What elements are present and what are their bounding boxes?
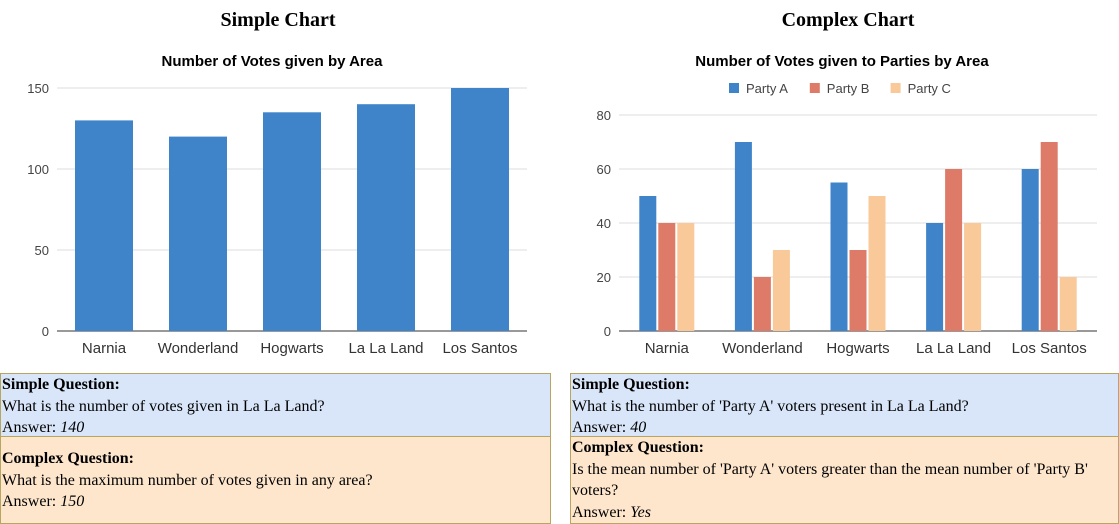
simple-question-box: Simple Question: What is the number of '… bbox=[570, 373, 1119, 437]
answer-value: 40 bbox=[630, 419, 647, 436]
answer-line: Answer: Yes bbox=[572, 502, 1117, 524]
question-text: What is the number of 'Party A' voters p… bbox=[572, 397, 969, 415]
answer-line: Answer: 40 bbox=[572, 417, 1117, 439]
bar bbox=[1059, 277, 1077, 331]
x-tick-label: La La Land bbox=[916, 340, 991, 357]
y-tick-label: 0 bbox=[604, 324, 611, 339]
y-tick-label: 40 bbox=[597, 216, 611, 231]
x-tick-label: La La Land bbox=[348, 340, 423, 357]
panel-title: Simple Chart bbox=[220, 9, 336, 31]
bar bbox=[639, 196, 657, 331]
answer-prefix: Answer: bbox=[2, 419, 57, 436]
bar bbox=[75, 120, 133, 332]
x-tick-label: Narnia bbox=[645, 340, 690, 357]
answer-prefix: Answer: bbox=[572, 419, 627, 436]
bar bbox=[357, 104, 415, 331]
question-text: What is the maximum number of votes give… bbox=[2, 471, 373, 489]
x-tick-label: Wonderland bbox=[722, 340, 803, 357]
x-tick-label: Los Santos bbox=[442, 340, 517, 357]
legend-swatch bbox=[729, 83, 739, 93]
answer-value: 150 bbox=[60, 493, 85, 510]
question-heading: Simple Question: bbox=[572, 376, 690, 393]
question-heading: Complex Question: bbox=[2, 450, 134, 467]
legend-label: Party B bbox=[827, 81, 870, 96]
bar bbox=[830, 182, 848, 331]
simple-question-box: Simple Question: What is the number of v… bbox=[0, 373, 551, 437]
bar bbox=[1021, 169, 1039, 331]
y-tick-label: 60 bbox=[597, 162, 611, 177]
chart-title: Number of Votes given to Parties by Area bbox=[695, 53, 989, 70]
bar bbox=[263, 112, 321, 331]
bar bbox=[945, 169, 963, 331]
complex-question-box: Complex Question: What is the maximum nu… bbox=[0, 436, 551, 524]
legend-swatch bbox=[809, 83, 820, 93]
answer-value: 140 bbox=[60, 419, 85, 436]
bar bbox=[926, 223, 944, 331]
y-tick-label: 150 bbox=[27, 81, 49, 96]
question-heading: Simple Question: bbox=[2, 376, 120, 393]
x-tick-label: Los Santos bbox=[1012, 340, 1087, 357]
answer-prefix: Answer: bbox=[572, 503, 627, 521]
bar bbox=[849, 250, 867, 331]
bar bbox=[753, 277, 771, 331]
bar bbox=[1040, 142, 1058, 331]
bar bbox=[868, 196, 886, 331]
bar bbox=[677, 223, 695, 331]
bar bbox=[772, 250, 790, 331]
answer-value: Yes bbox=[630, 503, 651, 521]
chart-title: Number of Votes given by Area bbox=[162, 53, 384, 70]
y-tick-label: 100 bbox=[27, 162, 49, 177]
legend-swatch bbox=[890, 83, 901, 93]
x-tick-label: Wonderland bbox=[158, 340, 239, 357]
y-tick-label: 50 bbox=[35, 243, 49, 258]
panel-title: Complex Chart bbox=[781, 9, 915, 31]
bar bbox=[964, 223, 982, 331]
question-heading: Complex Question: bbox=[572, 439, 704, 456]
bar bbox=[734, 142, 752, 331]
answer-line: Answer: 150 bbox=[2, 491, 549, 513]
y-tick-label: 0 bbox=[42, 324, 49, 339]
chart-simple: Number of Votes given by Area 0 50 100 150 Na… bbox=[27, 53, 527, 357]
answer-prefix: Answer: bbox=[2, 493, 57, 510]
legend-label: Party C bbox=[908, 81, 951, 96]
bar bbox=[658, 223, 676, 331]
bar bbox=[169, 136, 227, 331]
x-tick-label: Narnia bbox=[82, 340, 127, 357]
x-tick-label: Hogwarts bbox=[826, 340, 889, 357]
answer-line: Answer: 140 bbox=[2, 417, 549, 439]
question-text: Is the mean number of 'Party A' voters g… bbox=[572, 460, 1088, 500]
y-tick-label: 20 bbox=[597, 270, 611, 285]
question-text: What is the number of votes given in La … bbox=[2, 397, 325, 415]
chart-complex: Number of Votes given to Parties by Area… bbox=[597, 53, 1097, 357]
y-tick-label: 80 bbox=[597, 108, 611, 123]
legend-label: Party A bbox=[746, 81, 788, 96]
x-tick-label: Hogwarts bbox=[260, 340, 323, 357]
complex-question-box: Complex Question: Is the mean number of … bbox=[570, 436, 1119, 524]
bar bbox=[451, 88, 509, 331]
